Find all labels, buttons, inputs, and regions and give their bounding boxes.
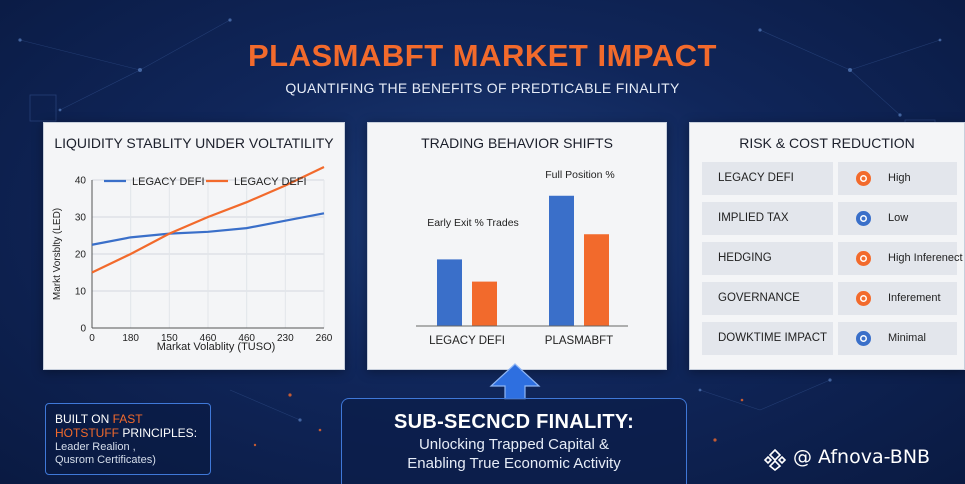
finality-line-2: Enabling True Economic Activity <box>407 455 621 472</box>
risk-row-label: GOVERNANCE OVEHRAD <box>702 282 833 337</box>
bar-annotation: Early Exit % Trades <box>427 217 519 229</box>
risk-row: IMPLIED TAX (Latenct) Low <box>702 202 957 257</box>
risk-row: HEDGING COMPLEXY High Inferenect <box>702 242 963 297</box>
y-tick-label: 30 <box>75 213 87 224</box>
x-tick-label: 460 <box>238 333 255 344</box>
x-tick-label: 150 <box>161 333 178 344</box>
legend-label: LEGACY DEFI <box>132 176 205 188</box>
finality-line-1: Unlocking Trapped Capital & <box>418 436 610 453</box>
y-tick-label: 40 <box>75 176 87 187</box>
document-icon <box>856 291 871 306</box>
y-tick-label: 10 <box>75 287 87 298</box>
bar-legacy-defi-1 <box>437 259 462 326</box>
y-tick-label: 0 <box>80 324 86 335</box>
finality-callout-box: SUB-SECNCD FINALITY: Unlocking Trapped C… <box>341 398 687 484</box>
bar-plasmabft-2 <box>584 234 609 326</box>
hotstuff-line-3: Leader Realion , <box>55 441 136 453</box>
hotstuff-principles-box: BUILT ON FAST HOTSTUFF PRINCIPLES: Leade… <box>45 403 211 475</box>
hotstuff-line-2: HOTSTUFF PRINCIPLES: <box>55 426 210 440</box>
up-arrow-icon <box>489 363 541 400</box>
risk-row-label: IMPLIED TAX (Latenct) <box>702 202 833 257</box>
risk-row-value: Inferement <box>888 292 941 304</box>
risk-row-value: Low <box>888 212 909 224</box>
liquidity-panel-title: LIQUIDITY STABLITY UNDER VOLTATILITY <box>54 135 334 151</box>
line-series-1 <box>91 212 325 246</box>
legend-label: LEGACY DEFI <box>234 176 307 188</box>
x-tick-label: 230 <box>277 333 294 344</box>
warning-icon <box>856 251 871 266</box>
gear-icon <box>856 211 871 226</box>
liquidity-stability-panel: LIQUIDITY STABLITY UNDER VOLTATILITY 0 10… <box>43 122 345 370</box>
bar-plasmabft-1 <box>549 195 574 326</box>
bar-legacy-defi-2 <box>472 281 497 326</box>
risk-row-value: High Inferenect <box>888 252 963 264</box>
shield-icon <box>856 331 871 346</box>
category-label: PLASMABFT <box>545 335 613 347</box>
hotstuff-prefix: BUILT ON <box>55 412 113 426</box>
page-subtitle: QUANTIFING THE BENEFITS OF PREDTICABLE F… <box>285 80 680 96</box>
hotstuff-name: HOTSTUFF <box>55 426 119 440</box>
x-tick-label: 260 <box>316 333 333 344</box>
risk-row-value-cell: High Inferenect <box>838 242 963 275</box>
y-tick-label: 20 <box>75 250 87 261</box>
hotstuff-line-1: BUILT ON FAST <box>55 412 210 426</box>
risk-row: GOVERNANCE OVEHRAD Inferement <box>702 282 957 337</box>
risk-row-value-cell: High <box>838 162 957 195</box>
risk-row-value-cell: Inferement <box>838 282 957 315</box>
hotstuff-principles: PRINCIPLES: <box>119 426 198 440</box>
alert-icon <box>856 171 871 186</box>
liquidity-line-chart: 0 10 20 30 40 0 180 150 460 460 230 260 LEGACY DEFI… <box>52 166 333 353</box>
line-series-2 <box>91 166 325 274</box>
watermark: @ Afnova-BNB <box>763 446 963 472</box>
risk-row-value-cell: Low <box>838 202 957 235</box>
trading-bar-chart: LEGACY DEFI PLASMABFT Early Exit % Trades F… <box>416 169 628 347</box>
risk-row-label: LEGACY DEFI <box>702 162 833 195</box>
risk-cost-panel: RISK & COST REDUCTION LEGACY DEFI High IMP… <box>689 122 965 370</box>
hotstuff-fast: FAST <box>112 412 143 426</box>
risk-row-label: DOWKTIME IMPACT <box>702 322 833 355</box>
risk-row: DOWKTIME IMPACT Minimal <box>702 322 957 355</box>
x-tick-label: 180 <box>122 333 139 344</box>
risk-row-label: HEDGING COMPLEXY <box>702 242 833 297</box>
risk-row-value: Minimal <box>888 332 926 344</box>
finality-heading: SUB-SECNCD FINALITY: <box>393 411 635 433</box>
risk-row: LEGACY DEFI High <box>702 162 957 195</box>
trading-behavior-panel: TRADING BEHAVIOR SHIFTS LEGACY DEFI PLASM… <box>367 122 667 370</box>
watermark-text: @ Afnova-BNB <box>793 446 931 468</box>
hotstuff-line-4: Qusrom Certificates) <box>55 454 156 466</box>
risk-row-value-cell: Minimal <box>838 322 957 355</box>
binance-logo-icon <box>763 449 787 471</box>
x-tick-label: 460 <box>200 333 217 344</box>
category-label: LEGACY DEFI <box>429 335 505 347</box>
risk-panel-title: RISK & COST REDUCTION <box>739 135 915 151</box>
page-title: PLASMABFT MARKET IMPACT <box>248 38 717 73</box>
x-axis-label: Markat Volablity (TUSO) <box>157 341 276 353</box>
bar-annotation: Full Position % <box>545 169 614 181</box>
risk-row-value: High <box>888 172 911 184</box>
x-tick-label: 0 <box>89 333 95 344</box>
trading-panel-title: TRADING BEHAVIOR SHIFTS <box>421 135 613 151</box>
y-axis-label: Markt Vorsblty (LED) <box>52 208 63 300</box>
